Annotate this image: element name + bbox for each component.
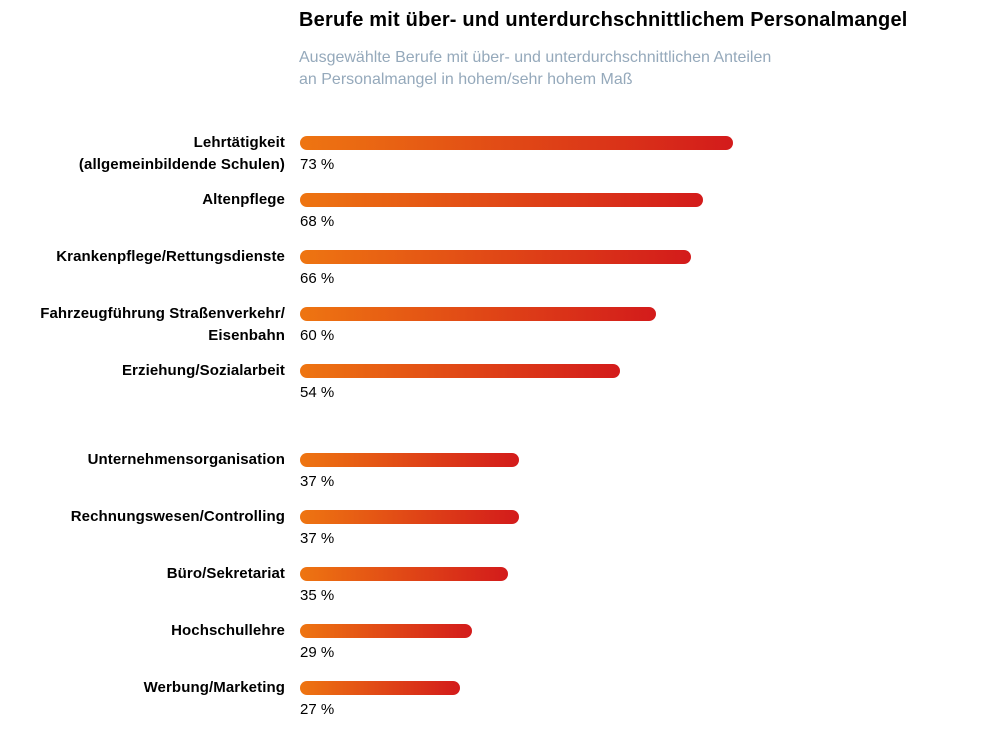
- value-label: 29 %: [300, 644, 335, 661]
- bar-cell: 27 %: [300, 681, 997, 718]
- category-label-line: Unternehmensorganisation: [87, 451, 285, 468]
- bar-row: Altenpflege 68 %: [0, 191, 997, 250]
- bar-cell: 35 %: [300, 567, 997, 604]
- bar: [300, 453, 519, 467]
- value-label: 66 %: [300, 270, 335, 287]
- category-label-line: Rechnungswesen/Controlling: [70, 508, 285, 525]
- category-label-line: (allgemeinbildende Schulen): [78, 156, 285, 173]
- bar-cell: 60 %: [300, 307, 997, 344]
- bar-row: Büro/Sekretariat 35 %: [0, 565, 997, 624]
- category-label-line: Fahrzeugführung Straßenverkehr/: [40, 305, 285, 322]
- category-label: Lehrtätigkeit (allgemeinbildende Schulen): [0, 132, 285, 176]
- category-label: Büro/Sekretariat: [0, 563, 285, 585]
- bar-chart: Lehrtätigkeit (allgemeinbildende Schulen)…: [0, 134, 997, 732]
- value-label: 68 %: [300, 213, 335, 230]
- bar-row: Erziehung/Sozialarbeit 54 %: [0, 362, 997, 421]
- page-subtitle: Ausgewählte Berufe mit über- und unterdu…: [299, 47, 989, 90]
- bar-cell: 66 %: [300, 250, 997, 287]
- bar-row: Lehrtätigkeit (allgemeinbildende Schulen)…: [0, 134, 997, 193]
- bar-row: Werbung/Marketing 27 %: [0, 679, 997, 732]
- value-label: 54 %: [300, 384, 335, 401]
- bar: [300, 193, 703, 207]
- category-label-line: Krankenpflege/Rettungsdienste: [56, 248, 285, 265]
- category-label: Krankenpflege/Rettungsdienste: [0, 246, 285, 268]
- bar-row: Rechnungswesen/Controlling 37 %: [0, 508, 997, 567]
- bar: [300, 681, 460, 695]
- bar: [300, 250, 691, 264]
- value-label: 37 %: [300, 473, 335, 490]
- category-label-line: Büro/Sekretariat: [166, 565, 285, 582]
- bar-cell: 37 %: [300, 510, 997, 547]
- bar: [300, 136, 733, 150]
- category-label: Altenpflege: [0, 189, 285, 211]
- value-label: 27 %: [300, 701, 335, 718]
- category-label-line: Werbung/Marketing: [143, 679, 285, 696]
- bar-row: Fahrzeugführung Straßenverkehr/Eisenbahn…: [0, 305, 997, 364]
- value-label: 35 %: [300, 587, 335, 604]
- category-label-line: Altenpflege: [202, 191, 285, 208]
- bar-cell: 54 %: [300, 364, 997, 401]
- category-label-line: Eisenbahn: [208, 327, 285, 344]
- page-subtitle-line2: an Personalmangel in hohem/sehr hohem Ma…: [299, 70, 633, 88]
- page-title: Berufe mit über- und unterdurchschnittli…: [299, 9, 908, 31]
- value-label: 60 %: [300, 327, 335, 344]
- page-subtitle-line1: Ausgewählte Berufe mit über- und unterdu…: [299, 49, 772, 66]
- chart-header: Berufe mit über- und unterdurchschnittli…: [299, 8, 989, 90]
- category-label-line: Hochschullehre: [171, 622, 285, 639]
- category-label: Fahrzeugführung Straßenverkehr/Eisenbahn: [0, 303, 285, 347]
- category-label: Werbung/Marketing: [0, 677, 285, 699]
- bar-row: Hochschullehre 29 %: [0, 622, 997, 681]
- category-label-line: Erziehung/Sozialarbeit: [121, 362, 285, 379]
- category-label: Unternehmensorganisation: [0, 449, 285, 471]
- category-label-line: Lehrtätigkeit: [193, 134, 285, 151]
- bar: [300, 307, 656, 321]
- bar-cell: 68 %: [300, 193, 997, 230]
- bar: [300, 567, 508, 581]
- bar-cell: 37 %: [300, 453, 997, 490]
- bar-row: Unternehmensorganisation 37 %: [0, 451, 997, 510]
- value-label: 73 %: [300, 156, 335, 173]
- category-label: Erziehung/Sozialarbeit: [0, 360, 285, 382]
- bar: [300, 624, 472, 638]
- bar-cell: 29 %: [300, 624, 997, 661]
- category-label: Hochschullehre: [0, 620, 285, 642]
- bar-row: Krankenpflege/Rettungsdienste 66 %: [0, 248, 997, 307]
- value-label: 37 %: [300, 530, 335, 547]
- bar-cell: 73 %: [300, 136, 997, 173]
- bar: [300, 510, 519, 524]
- category-label: Rechnungswesen/Controlling: [0, 506, 285, 528]
- bar: [300, 364, 620, 378]
